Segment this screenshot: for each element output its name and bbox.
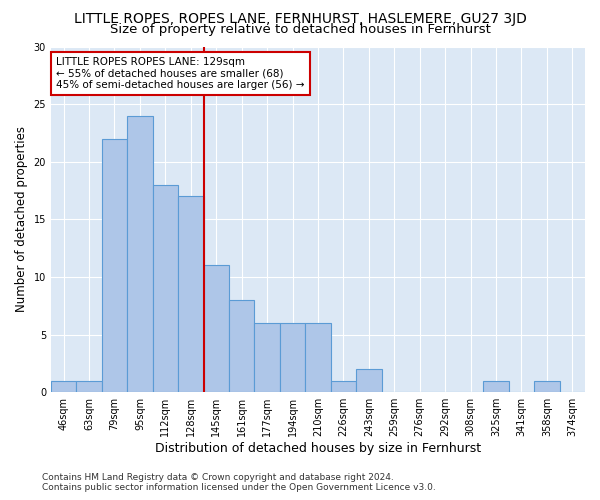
Bar [178,196,203,392]
Bar [280,323,305,392]
Text: Size of property relative to detached houses in Fernhurst: Size of property relative to detached ho… [110,22,490,36]
Y-axis label: Number of detached properties: Number of detached properties [15,126,28,312]
X-axis label: Distribution of detached houses by size in Fernhurst: Distribution of detached houses by size … [155,442,481,455]
Bar [254,323,280,392]
Bar [305,323,331,392]
Text: LITTLE ROPES ROPES LANE: 129sqm
← 55% of detached houses are smaller (68)
45% of: LITTLE ROPES ROPES LANE: 129sqm ← 55% of… [56,57,305,90]
Text: LITTLE ROPES, ROPES LANE, FERNHURST, HASLEMERE, GU27 3JD: LITTLE ROPES, ROPES LANE, FERNHURST, HAS… [74,12,526,26]
Bar [102,138,127,392]
Bar [203,266,229,392]
Bar [331,380,356,392]
Bar [76,380,102,392]
Bar [356,369,382,392]
Bar [152,185,178,392]
Bar [483,380,509,392]
Bar [51,380,76,392]
Bar [127,116,152,392]
Bar [534,380,560,392]
Bar [229,300,254,392]
Text: Contains HM Land Registry data © Crown copyright and database right 2024.
Contai: Contains HM Land Registry data © Crown c… [42,473,436,492]
